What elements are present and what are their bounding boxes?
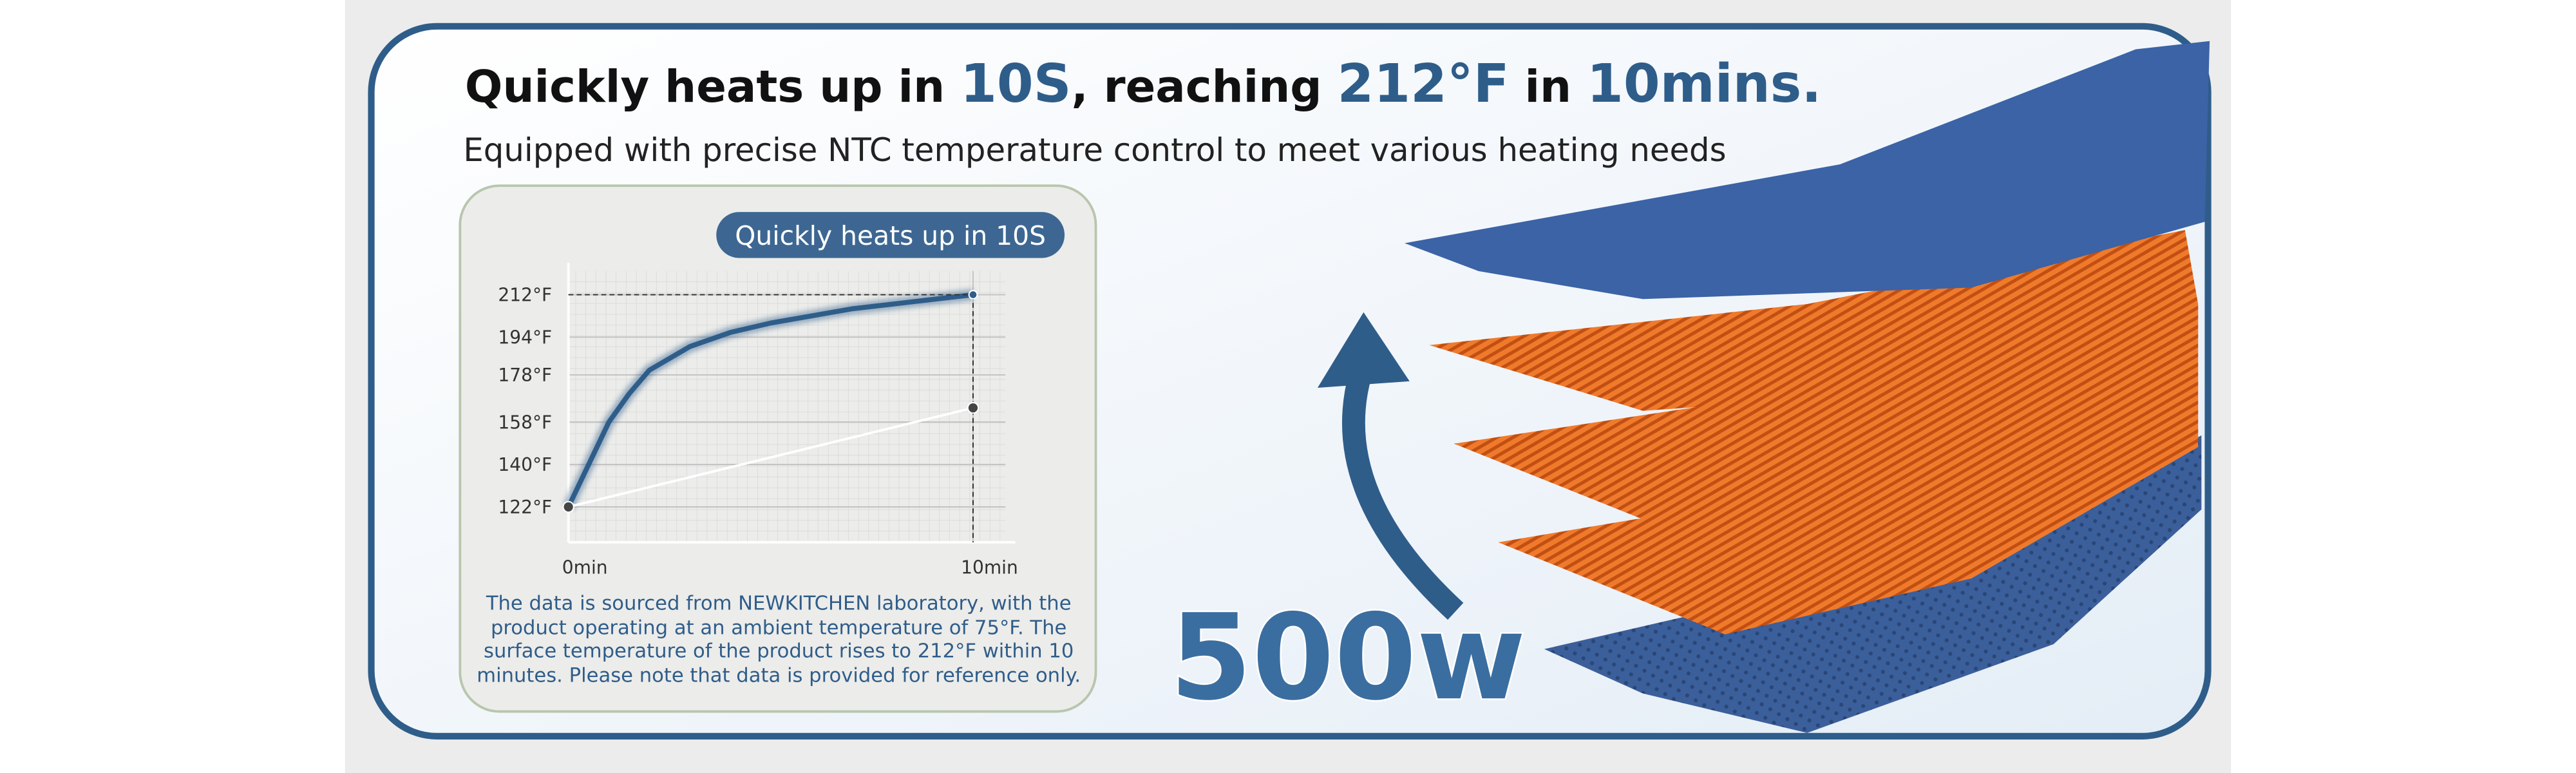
x-tick-label: 0min [562,557,608,578]
heating-layers [1405,41,2210,733]
y-tick-label: 212°F [498,285,552,306]
headline: Quickly heats up in 10S, reaching 212°F … [465,53,1821,115]
chart-title: Quickly heats up in 10S [735,220,1046,251]
headline-part: in [1509,61,1587,113]
subheadline: Equipped with precise NTC temperature co… [463,131,1726,169]
point [562,501,574,513]
y-tick-label: 158°F [498,412,552,433]
arrow-head [1317,312,1410,388]
headline-highlight: 212°F [1338,53,1510,115]
arrow [1342,371,1464,620]
power-label: 500w [1170,589,1526,727]
y-tick-label: 178°F [498,365,552,386]
line [566,292,974,508]
footnote: The data is sourced from NEWKITCHEN labo… [477,592,1081,687]
point [968,290,978,300]
minor-grid [568,271,1006,542]
headline-part: , reaching [1072,61,1338,113]
plot: 122°F 140°F 158°F 178°F 194°F 212°F 0min 10min [498,263,1018,578]
line [568,406,974,508]
y-tick-label: 122°F [498,497,552,518]
point [967,402,980,414]
y-tick-label: 194°F [498,327,552,348]
chart-badge [716,212,1065,258]
y-tick-label: 140°F [498,454,552,475]
headline-part: Quickly heats up in [465,61,960,113]
footnote-line: minutes. Please note that data is provid… [477,665,1081,687]
footnote-line: surface temperature of the product rises… [484,640,1074,662]
x-tick-label: 10min [961,557,1018,578]
footnote-line: The data is sourced from NEWKITCHEN labo… [486,592,1072,615]
headline-highlight: 10mins. [1587,53,1821,115]
headline-highlight: 10S [960,53,1071,115]
footnote-line: product operating at an ambient temperat… [491,617,1066,640]
